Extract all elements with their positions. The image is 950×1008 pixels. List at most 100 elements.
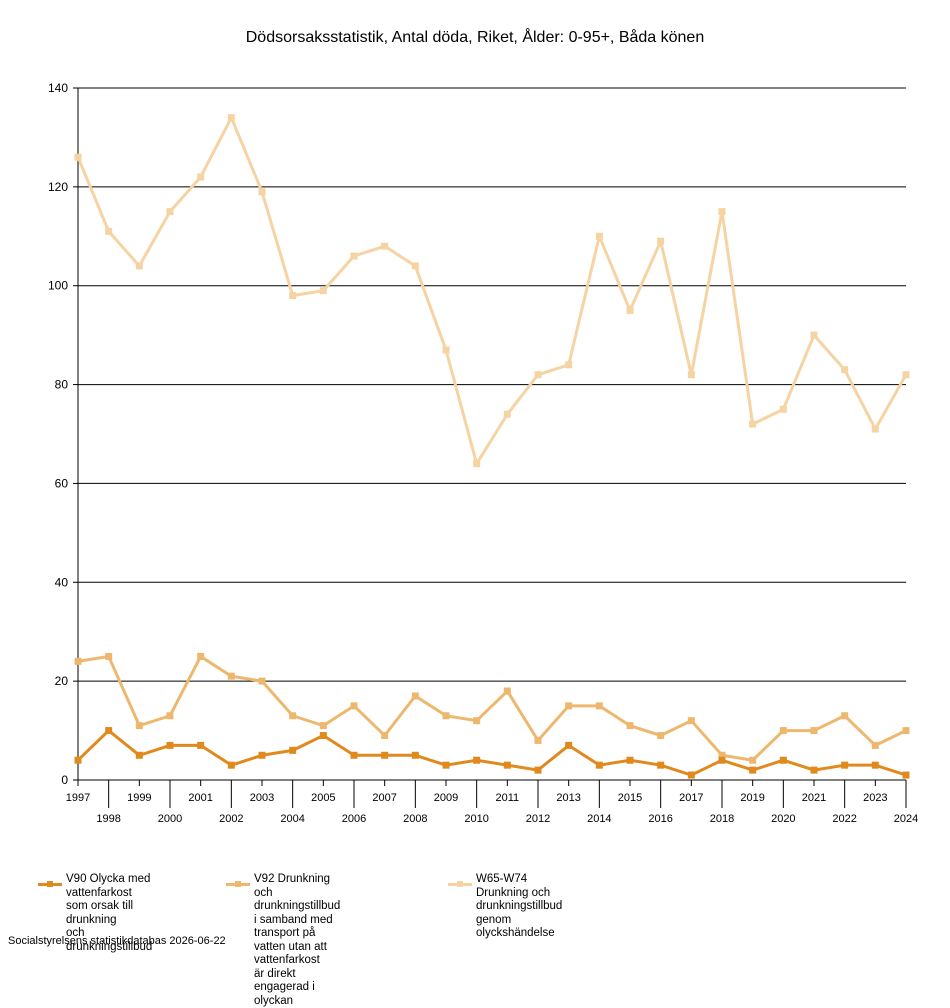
data-point bbox=[197, 741, 205, 749]
chart-title: Dödsorsaksstatistik, Antal döda, Riket, … bbox=[245, 29, 705, 46]
gridlines bbox=[78, 87, 906, 682]
y-tick-label: 60 bbox=[55, 476, 69, 490]
data-point bbox=[841, 712, 849, 720]
data-point bbox=[534, 736, 542, 744]
data-point bbox=[411, 751, 419, 759]
data-point bbox=[381, 732, 389, 740]
x-tick-label: 2013 bbox=[556, 792, 580, 804]
y-tick-label: 80 bbox=[55, 378, 69, 392]
data-point bbox=[626, 722, 634, 730]
data-point bbox=[657, 732, 665, 740]
data-point bbox=[534, 766, 542, 774]
data-point bbox=[105, 652, 113, 660]
x-tick-label: 2014 bbox=[587, 813, 611, 825]
data-point bbox=[626, 756, 634, 764]
data-point bbox=[319, 287, 327, 295]
data-point bbox=[227, 672, 235, 680]
data-point bbox=[166, 741, 174, 749]
data-point bbox=[74, 153, 82, 161]
data-point bbox=[749, 766, 757, 774]
data-point bbox=[258, 677, 266, 685]
data-point bbox=[350, 751, 358, 759]
data-point bbox=[687, 771, 695, 779]
y-tick-label: 120 bbox=[48, 180, 68, 194]
data-point bbox=[565, 702, 573, 710]
x-tick-label: 2009 bbox=[434, 792, 458, 804]
x-tick-label: 1997 bbox=[66, 792, 90, 804]
legend-swatch-w65-w74 bbox=[448, 881, 472, 887]
data-point bbox=[902, 371, 910, 379]
legend-label-w65-w74: W65-W74 Drunkning och drunkningstillbud … bbox=[476, 873, 563, 939]
series-line-1 bbox=[77, 654, 907, 762]
x-tick-label: 1998 bbox=[96, 813, 120, 825]
legend-swatch-v90 bbox=[38, 881, 62, 887]
x-tick-label: 2022 bbox=[832, 813, 856, 825]
data-point bbox=[258, 188, 266, 196]
data-point bbox=[197, 652, 205, 660]
data-point bbox=[595, 702, 603, 710]
data-point bbox=[411, 692, 419, 700]
data-point bbox=[534, 371, 542, 379]
data-point bbox=[626, 306, 634, 314]
data-point bbox=[595, 761, 603, 769]
x-tick-label: 2006 bbox=[342, 813, 366, 825]
data-point bbox=[841, 366, 849, 374]
line-chart: 0 20 40 60 80 100 120 140 1997 1998 1999 2000 2001 20… bbox=[48, 81, 918, 825]
data-point bbox=[718, 756, 726, 764]
data-point bbox=[687, 371, 695, 379]
x-tick-label: 1999 bbox=[127, 792, 151, 804]
data-point bbox=[473, 460, 481, 468]
data-point bbox=[871, 425, 879, 433]
series-line-0 bbox=[76, 729, 907, 777]
x-tick-label: 2001 bbox=[188, 792, 212, 804]
x-tick-label: 2004 bbox=[280, 813, 304, 825]
x-tick-label: 2015 bbox=[618, 792, 642, 804]
data-point bbox=[258, 751, 266, 759]
x-tick-label: 2018 bbox=[710, 813, 734, 825]
x-tick-label: 2016 bbox=[648, 813, 672, 825]
data-point bbox=[227, 114, 235, 122]
data-point bbox=[810, 331, 818, 339]
x-tick-label: 2012 bbox=[526, 813, 550, 825]
data-point bbox=[74, 657, 82, 665]
y-tick-label: 0 bbox=[61, 773, 68, 787]
legend-label-v90: V90 Olycka med vattenfarkost som orsak t… bbox=[66, 873, 153, 953]
data-point bbox=[473, 756, 481, 764]
x-tick-label: 2000 bbox=[158, 813, 182, 825]
data-point bbox=[902, 727, 910, 735]
data-point bbox=[74, 756, 82, 764]
y-tick-label: 20 bbox=[55, 674, 69, 688]
data-point bbox=[779, 405, 787, 413]
data-point bbox=[350, 702, 358, 710]
data-point bbox=[319, 722, 327, 730]
x-tick-label: 2007 bbox=[372, 792, 396, 804]
x-tick-label: 2008 bbox=[403, 813, 427, 825]
data-point bbox=[473, 717, 481, 725]
data-point bbox=[381, 751, 389, 759]
data-point bbox=[657, 237, 665, 245]
data-point bbox=[381, 242, 389, 250]
data-point bbox=[289, 746, 297, 754]
x-tick-label: 2021 bbox=[802, 792, 826, 804]
data-point bbox=[135, 722, 143, 730]
data-point bbox=[197, 173, 205, 181]
data-point bbox=[442, 761, 450, 769]
x-tick-label: 2010 bbox=[464, 813, 488, 825]
data-point bbox=[411, 262, 419, 270]
data-point bbox=[687, 717, 695, 725]
y-tick-label: 140 bbox=[48, 81, 68, 95]
data-point bbox=[595, 232, 603, 240]
source-footer: Socialstyrelsens statistikdatabas 2026-0… bbox=[8, 935, 226, 947]
data-point bbox=[503, 687, 511, 695]
data-point bbox=[135, 262, 143, 270]
data-point bbox=[810, 727, 818, 735]
data-point bbox=[902, 771, 910, 779]
x-tick-label: 2011 bbox=[496, 792, 520, 804]
data-point bbox=[289, 712, 297, 720]
data-point bbox=[657, 761, 665, 769]
data-point bbox=[442, 712, 450, 720]
series-line-2 bbox=[76, 116, 908, 466]
axes: 0 20 40 60 80 100 120 140 1997 1998 1999 2000 2001 20… bbox=[48, 81, 918, 825]
legend-label-v92: V92 Drunkning och drunkningstillbud i sa… bbox=[254, 873, 341, 1007]
y-tick-label: 40 bbox=[55, 575, 69, 589]
